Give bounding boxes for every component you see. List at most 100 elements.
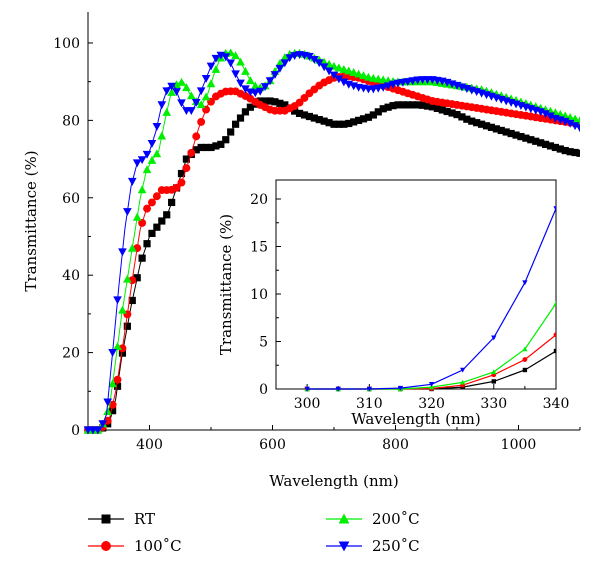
inset-x-tick-label: 320 xyxy=(418,396,445,412)
main-series-point xyxy=(502,128,510,136)
main-series-point xyxy=(152,122,162,131)
main-series-point xyxy=(487,123,496,131)
main-series-point xyxy=(232,120,240,128)
inset-series-point xyxy=(491,369,497,375)
main-series-point xyxy=(438,106,446,114)
main-series-point xyxy=(394,101,402,109)
main-series-point xyxy=(364,72,373,81)
main-x-axis-title: Wavelength (nm) xyxy=(269,472,398,490)
main-series-point xyxy=(340,120,348,128)
main-series-point xyxy=(197,143,205,152)
inset-series-point xyxy=(553,206,556,212)
main-series-point xyxy=(423,102,432,110)
inset-x-tick-label: 330 xyxy=(480,396,507,412)
legend: RT 100˚C 200˚C 250˚C xyxy=(88,510,420,555)
inset-series-point xyxy=(428,382,435,387)
main-series-point xyxy=(300,93,309,102)
inset-series-point xyxy=(460,379,466,385)
main-y-tick-label: 60 xyxy=(62,191,80,207)
legend-item: 200˚C xyxy=(326,510,420,528)
main-series-point xyxy=(334,63,344,72)
main-series-point xyxy=(330,120,338,128)
main-series-point xyxy=(291,107,299,115)
main-series-point xyxy=(236,79,245,88)
main-series-point xyxy=(206,62,216,71)
main-x-tick-label: 400 xyxy=(136,437,163,453)
main-series-point xyxy=(187,148,196,157)
main-series-point xyxy=(158,217,166,225)
main-series-point xyxy=(250,89,260,98)
inset-series-point xyxy=(553,348,556,354)
main-series-point xyxy=(364,113,373,121)
main-series-point xyxy=(128,296,136,305)
main-series-point xyxy=(206,79,216,88)
main-series-point xyxy=(414,101,422,109)
main-series-point xyxy=(118,248,127,257)
main-series-point xyxy=(177,169,186,178)
main-series-point xyxy=(319,63,329,72)
main-series-point xyxy=(227,128,235,136)
main-series-point xyxy=(152,192,161,201)
main-x-tick-label: 800 xyxy=(382,437,409,453)
main-series-point xyxy=(359,71,368,80)
main-series-point xyxy=(556,145,564,153)
main-series-point xyxy=(354,69,363,78)
main-y-tick-label: 80 xyxy=(62,113,80,129)
main-series-point xyxy=(103,398,112,407)
main-series-point xyxy=(191,98,201,107)
main-series-point xyxy=(157,101,167,110)
main-series-point xyxy=(148,229,156,237)
legend-marker xyxy=(338,513,350,524)
main-series-square xyxy=(84,97,580,434)
main-series-point xyxy=(187,107,196,116)
main-series-point xyxy=(565,119,575,128)
main-series-point xyxy=(217,140,225,148)
main-series-point xyxy=(177,178,186,187)
main-series-point xyxy=(305,52,314,61)
inset-series-point xyxy=(522,280,528,286)
main-series-point xyxy=(260,83,270,92)
main-series-point xyxy=(221,53,231,62)
main-series-point xyxy=(132,212,142,221)
main-series-point xyxy=(374,108,382,116)
main-series-point xyxy=(212,142,220,150)
main-series-point xyxy=(275,58,285,67)
main-series-point xyxy=(399,101,407,109)
main-series-point xyxy=(168,198,176,207)
inset-x-tick-label: 310 xyxy=(356,396,383,412)
main-series-point xyxy=(271,98,279,106)
main-series-point xyxy=(246,76,255,85)
main-series-point xyxy=(196,100,206,109)
main-series-point xyxy=(202,143,210,152)
main-series-point xyxy=(345,119,353,128)
inset-x-tick-label: 300 xyxy=(294,396,321,412)
main-series-point xyxy=(93,426,103,435)
inset-series-point xyxy=(553,300,556,306)
main-series-point xyxy=(201,74,211,83)
main-series-point xyxy=(339,78,349,87)
main-series-point xyxy=(108,379,117,388)
main-series-point xyxy=(428,103,436,111)
main-series-point xyxy=(196,87,206,96)
main-series-point xyxy=(329,71,339,80)
main-series-point xyxy=(314,59,324,68)
main-series-point xyxy=(162,87,172,96)
main-series-point xyxy=(123,208,132,217)
main-series-point xyxy=(250,81,260,90)
main-series-point xyxy=(383,82,393,91)
legend-marker xyxy=(338,541,350,552)
main-series-point xyxy=(148,198,156,207)
inset-series-point xyxy=(304,386,310,392)
main-series-point xyxy=(295,109,304,118)
main-series-point xyxy=(197,117,206,126)
main-series-point xyxy=(276,99,284,107)
main-series-point xyxy=(108,400,117,409)
main-series-point xyxy=(187,91,196,100)
main-series-point xyxy=(339,64,349,73)
main-series-point xyxy=(546,112,555,121)
inset-background xyxy=(276,180,556,389)
main-series-point xyxy=(280,59,290,68)
main-series-point xyxy=(527,136,535,144)
